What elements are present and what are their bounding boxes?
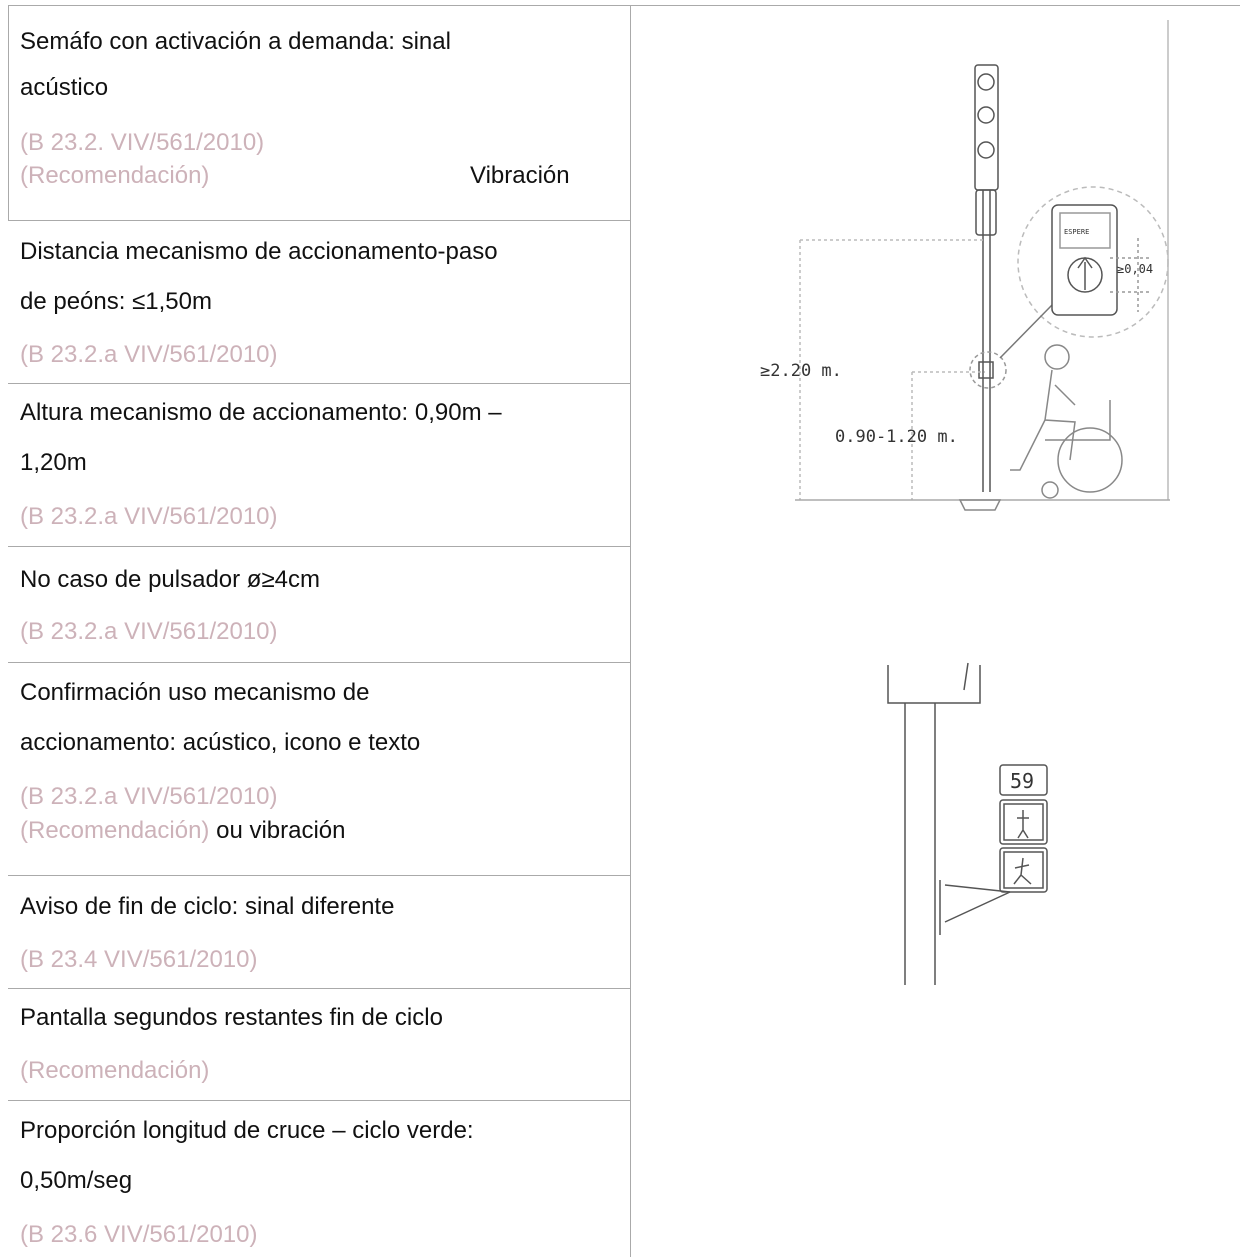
reference: (Recomendación) <box>20 817 210 844</box>
requirement: 1,20m <box>20 449 87 476</box>
reference: (B 23.2.a VIV/561/2010) <box>20 503 278 530</box>
requirement: 0,50m/seg <box>20 1167 133 1194</box>
reference: (B 23.2.a VIV/561/2010) <box>20 341 278 368</box>
note: Vibración <box>470 162 570 189</box>
dimension-label: ≥0,04 <box>1117 262 1153 276</box>
requirement: Altura mecanismo de accionamento: 0,90m … <box>20 399 502 426</box>
wheelchair-user <box>1010 344 1123 499</box>
reference: (Recomendación) <box>20 1057 210 1084</box>
requirement: No caso de pulsador ø≥4cm <box>20 566 320 593</box>
requirement: de peóns: ≤1,50m <box>20 288 212 315</box>
requirement: Semáfo con activación a demanda: sinal <box>20 28 451 55</box>
requirement: Proporción longitud de cruce – ciclo ver… <box>20 1117 474 1144</box>
countdown-label: 59 <box>1010 769 1034 793</box>
column-border <box>630 5 631 1257</box>
countdown-figure: 59 <box>887 662 1048 985</box>
note: ou vibración <box>216 817 346 844</box>
reference: (B 23.6 VIV/561/2010) <box>20 1221 258 1248</box>
pushbutton-figure: ≥2.20 m. 0.90-1.20 m. ≥0,04 ESPERE <box>760 20 1170 511</box>
top-border <box>8 5 1240 6</box>
reference: (B 23.2.a VIV/561/2010) <box>20 783 278 810</box>
reference: (B 23.2.a VIV/561/2010) <box>20 618 278 645</box>
requirement: Distancia mecanismo de accionamento-paso <box>20 238 498 265</box>
requirement: accionamento: acústico, icono e texto <box>20 729 421 756</box>
dimension-label: ≥2.20 m. <box>760 361 842 381</box>
requirement: acústico <box>20 74 109 101</box>
row-divider <box>8 220 630 221</box>
row-divider <box>8 988 630 989</box>
left-border <box>8 5 9 220</box>
reference-line: (Recomendación) ou vibración <box>20 816 346 846</box>
dimension-label: 0.90-1.20 m. <box>835 427 958 447</box>
reference: (B 23.4 VIV/561/2010) <box>20 946 258 973</box>
requirement: Pantalla segundos restantes fin de ciclo <box>20 1004 443 1031</box>
screen-label: ESPERE <box>1064 228 1089 236</box>
requirement: Aviso de fin de ciclo: sinal diferente <box>20 893 395 920</box>
row-divider <box>8 1100 630 1101</box>
reference: (Recomendación) <box>20 162 210 189</box>
row-divider <box>8 546 630 547</box>
reference: (B 23.2. VIV/561/2010) <box>20 129 265 156</box>
row-divider <box>8 383 630 384</box>
requirement: Confirmación uso mecanismo de <box>20 679 370 706</box>
row-divider <box>8 662 630 663</box>
row-divider <box>8 875 630 876</box>
